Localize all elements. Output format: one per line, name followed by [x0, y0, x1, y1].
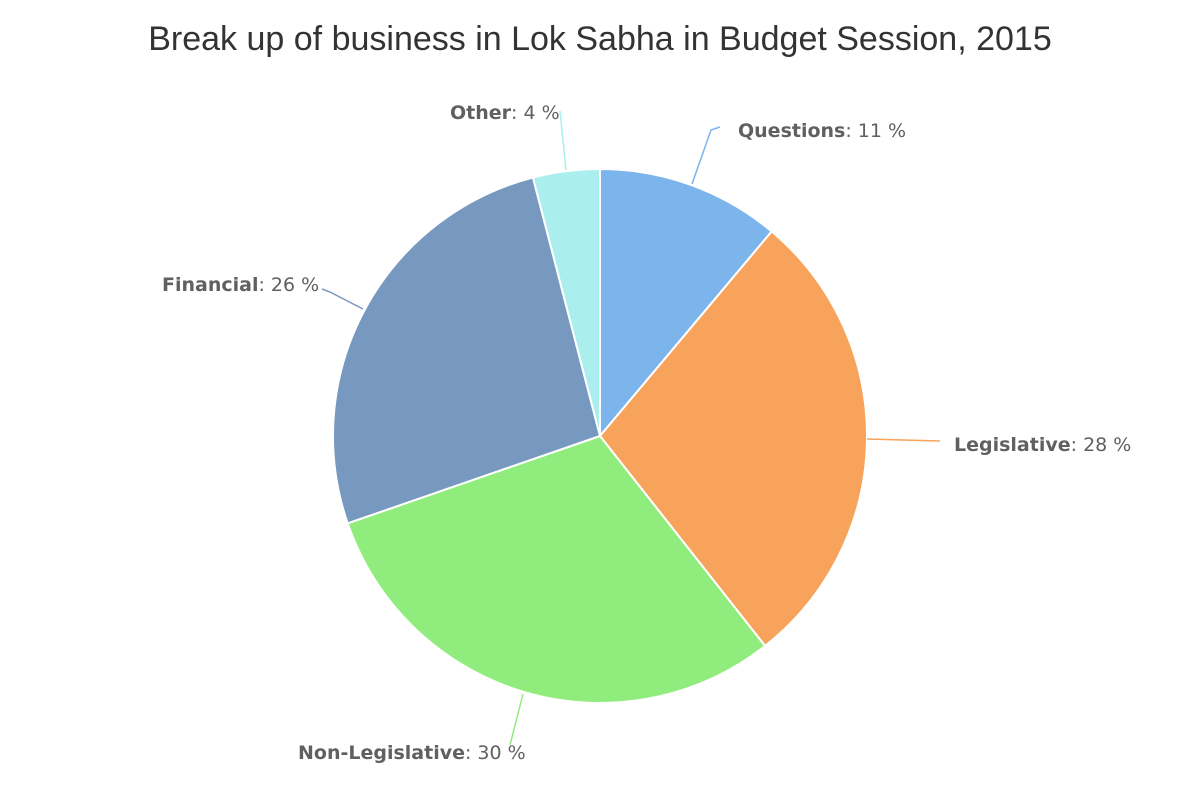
- slice-label-name: Other: [450, 102, 512, 124]
- pie-slices: [332, 168, 868, 704]
- slice-label-value: : 26 %: [258, 274, 319, 296]
- pie-slice-non-legislative[interactable]: [346, 435, 767, 704]
- slice-label-questions: Questions: 11 %: [738, 120, 906, 142]
- slice-label-value: : 30 %: [465, 742, 526, 764]
- connector-legislative: [866, 438, 941, 442]
- connector-other: [559, 110, 567, 171]
- slice-label-non-legislative: Non-Legislative: 30 %: [298, 742, 526, 764]
- slice-label-other: Other: 4 %: [450, 102, 560, 124]
- slice-label-value: : 4 %: [511, 102, 560, 124]
- pie-slice-other[interactable]: [531, 168, 601, 437]
- connector-questions: [691, 126, 721, 185]
- connector-financial: [321, 288, 364, 310]
- slice-label-name: Legislative: [954, 434, 1071, 456]
- pie-slice-questions[interactable]: [599, 168, 773, 437]
- chart-title: Break up of business in Lok Sabha in Bud…: [148, 20, 1052, 58]
- slice-labels: Questions: 11 % Legislative: 28 % Non-Legi…: [162, 102, 1131, 764]
- pie-slice-financial[interactable]: [332, 176, 601, 525]
- slice-label-financial: Financial: 26 %: [162, 274, 319, 296]
- label-connectors: [321, 110, 941, 746]
- slice-label-value: : 28 %: [1071, 434, 1132, 456]
- slice-label-name: Questions: [738, 120, 845, 142]
- pie-slice-legislative[interactable]: [599, 230, 868, 647]
- connector-non-legislative: [509, 693, 524, 746]
- slice-label-name: Non-Legislative: [298, 742, 465, 764]
- slice-label-value: : 11 %: [845, 120, 906, 142]
- slice-label-name: Financial: [162, 274, 258, 296]
- slice-label-legislative: Legislative: 28 %: [954, 434, 1131, 456]
